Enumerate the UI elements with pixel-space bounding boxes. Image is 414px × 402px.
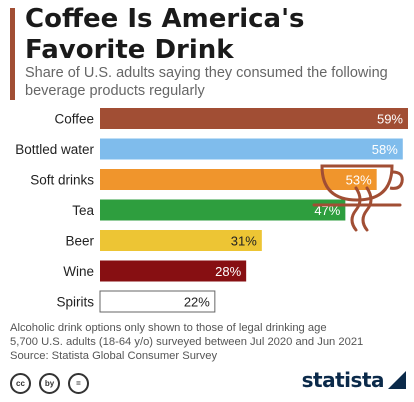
coffee-cup-icon xyxy=(312,164,404,232)
footnote: Alcoholic drink options only shown to th… xyxy=(10,321,410,363)
bar xyxy=(100,199,346,221)
bar xyxy=(100,230,262,251)
chart-title: Coffee Is America's Favorite Drink xyxy=(25,4,305,65)
brand-name: statista xyxy=(301,368,385,392)
bar xyxy=(100,108,408,129)
value-label: 58% xyxy=(372,142,398,157)
title-accent-bar xyxy=(10,8,15,100)
category-label: Beer xyxy=(65,234,94,249)
category-label: Bottled water xyxy=(15,142,94,157)
category-label: Wine xyxy=(63,264,94,279)
bar xyxy=(100,260,247,282)
category-label: Spirits xyxy=(56,295,94,310)
footnote-sample: 5,700 U.S. adults (18-64 y/o) surveyed b… xyxy=(10,336,364,348)
chart-subtitle: Share of U.S. adults saying they consume… xyxy=(25,65,388,99)
category-label: Soft drinks xyxy=(30,173,94,188)
value-label: 22% xyxy=(184,295,210,310)
footnote-note: Alcoholic drink options only shown to th… xyxy=(10,322,327,334)
statista-logo[interactable]: statista xyxy=(302,368,406,392)
license-icons: cc by = xyxy=(10,373,89,395)
value-label: 28% xyxy=(215,264,241,279)
no-derivatives-icon[interactable]: = xyxy=(68,373,89,394)
attribution-icon[interactable]: by xyxy=(39,373,60,394)
bar xyxy=(100,138,403,160)
footnote-source: Source: Statista Global Consumer Survey xyxy=(10,350,218,362)
value-label: 47% xyxy=(314,203,340,218)
creative-commons-icon[interactable]: cc xyxy=(10,373,31,394)
bar xyxy=(99,290,216,313)
value-label: 53% xyxy=(346,173,372,188)
bar xyxy=(100,169,377,190)
value-label: 59% xyxy=(377,112,403,127)
bar-chart: Coffee 59% Bottled water 58% Soft drinks 53% T… xyxy=(15,108,408,313)
statista-mark-icon xyxy=(388,371,406,389)
category-label: Coffee xyxy=(54,112,94,127)
category-label: Tea xyxy=(72,203,94,218)
value-label: 31% xyxy=(231,234,257,249)
